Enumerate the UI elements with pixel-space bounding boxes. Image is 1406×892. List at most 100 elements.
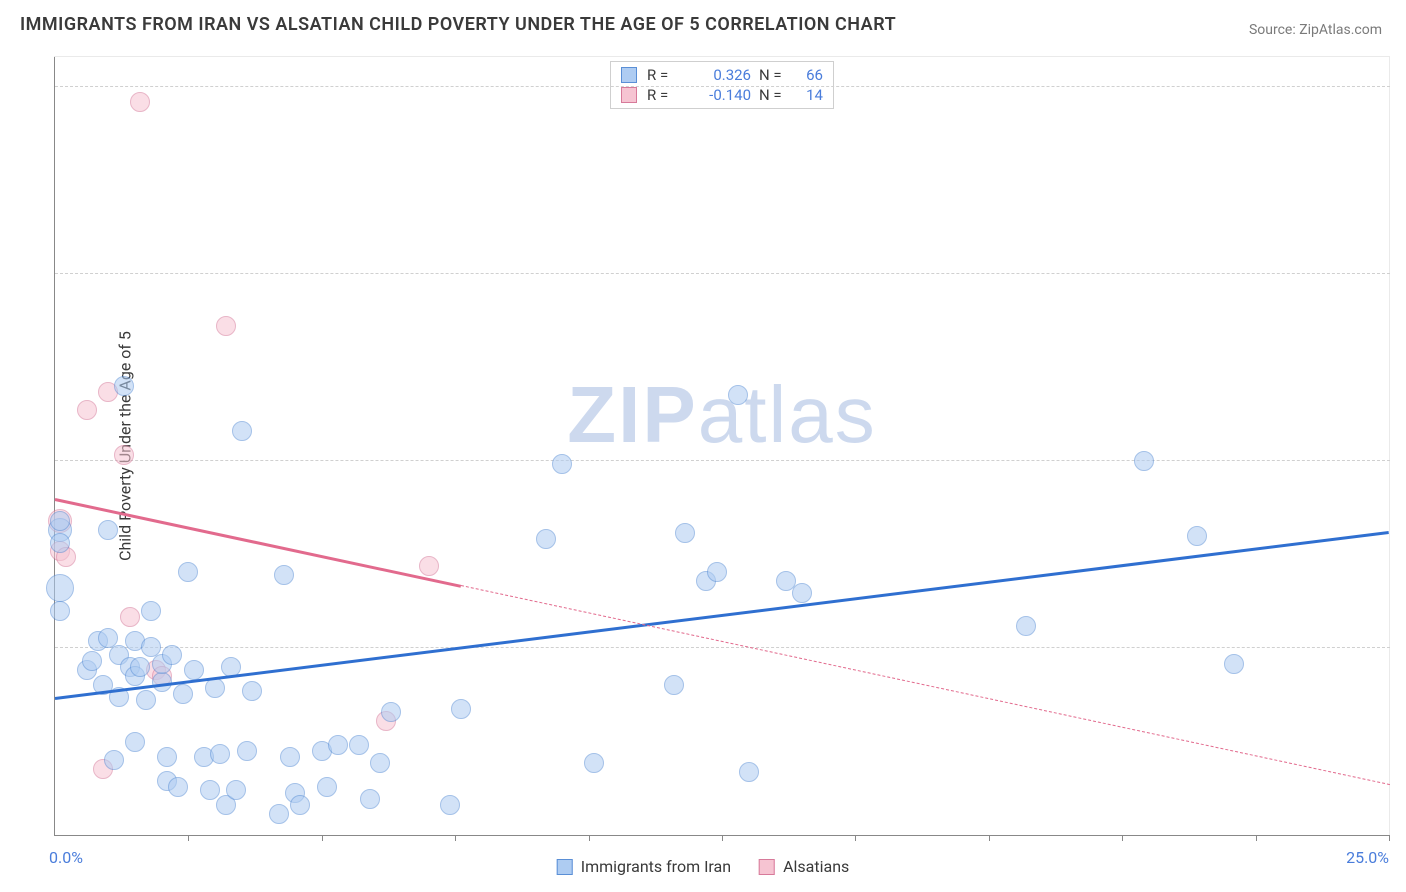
series1-point — [707, 562, 727, 582]
source-label: Source: — [1249, 22, 1296, 38]
series1-point — [162, 645, 182, 665]
legend-item-2: Alsatians — [759, 857, 849, 876]
source-name: ZipAtlas.com — [1299, 22, 1382, 38]
n-label-1: N = — [759, 66, 785, 84]
series1-point — [349, 735, 369, 755]
series1-point — [237, 741, 257, 761]
series1-point — [141, 601, 161, 621]
series2-point — [216, 316, 236, 336]
series1-point — [173, 684, 193, 704]
series1-point — [1224, 654, 1244, 674]
series2-trend-line — [55, 498, 461, 588]
series1-point — [210, 744, 230, 764]
series1-point — [157, 747, 177, 767]
x-tick — [188, 835, 189, 841]
series1-point — [274, 565, 294, 585]
gridline — [55, 86, 1390, 87]
x-axis-label-min: 0.0% — [49, 848, 83, 867]
series1-point — [269, 804, 289, 824]
series1-point — [232, 421, 252, 441]
series2-point — [130, 92, 150, 112]
watermark: ZIPatlas — [567, 369, 876, 461]
series1-point — [114, 376, 134, 396]
series1-point — [552, 454, 572, 474]
legend-item-1: Immigrants from Iran — [557, 857, 731, 876]
series1-point — [82, 651, 102, 671]
r-label-1: R = — [647, 66, 673, 84]
series1-point — [1187, 526, 1207, 546]
series2-point — [114, 445, 134, 465]
series2-point — [120, 607, 140, 627]
r-value-2: -0.140 — [681, 86, 751, 104]
r-value-1: 0.326 — [681, 66, 751, 84]
series1-point — [440, 795, 460, 815]
series1-point — [328, 735, 348, 755]
series1-legend-label: Immigrants from Iran — [581, 857, 731, 876]
series2-swatch — [621, 87, 637, 103]
x-tick — [989, 835, 990, 841]
n-value-1: 66 — [793, 66, 823, 84]
x-tick — [322, 835, 323, 841]
series1-point — [141, 637, 161, 657]
series1-point — [168, 777, 188, 797]
chart-title: IMMIGRANTS FROM IRAN VS ALSATIAN CHILD P… — [20, 14, 896, 35]
series2-point — [419, 556, 439, 576]
series1-point — [46, 574, 74, 602]
series1-point — [50, 533, 70, 553]
gridline — [55, 460, 1390, 461]
series2-point — [77, 400, 97, 420]
gridline — [55, 273, 1390, 274]
n-value-2: 14 — [793, 86, 823, 104]
watermark-light: atlas — [698, 370, 877, 459]
x-tick — [722, 835, 723, 841]
x-tick — [855, 835, 856, 841]
series1-point — [584, 753, 604, 773]
x-axis-label-max: 25.0% — [1346, 848, 1389, 867]
series1-point — [317, 777, 337, 797]
series1-point — [370, 753, 390, 773]
series1-point — [451, 699, 471, 719]
x-tick — [1122, 835, 1123, 841]
watermark-bold: ZIP — [567, 370, 697, 459]
series1-point — [125, 732, 145, 752]
series1-swatch — [621, 67, 637, 83]
series1-point — [664, 675, 684, 695]
series1-point — [50, 511, 70, 531]
series1-point — [290, 795, 310, 815]
series1-point — [50, 601, 70, 621]
x-tick — [455, 835, 456, 841]
series1-point — [200, 780, 220, 800]
gridline — [55, 647, 1390, 648]
series1-point — [381, 702, 401, 722]
series1-point — [728, 385, 748, 405]
series1-swatch-bottom — [557, 859, 573, 875]
chart-area: ZIPatlas R = 0.326 N = 66 R = -0.140 N =… — [54, 56, 1390, 836]
n-label-2: N = — [759, 86, 785, 104]
series1-point — [739, 762, 759, 782]
series1-point — [205, 678, 225, 698]
series1-point — [104, 750, 124, 770]
x-tick — [1256, 835, 1257, 841]
series1-point — [136, 690, 156, 710]
series1-point — [98, 628, 118, 648]
r-label-2: R = — [647, 86, 673, 104]
series1-point — [360, 789, 380, 809]
series1-point — [536, 529, 556, 549]
x-tick — [589, 835, 590, 841]
series1-point — [242, 681, 262, 701]
series1-point — [178, 562, 198, 582]
bottom-legend: Immigrants from Iran Alsatians — [557, 857, 850, 876]
series1-point — [1016, 616, 1036, 636]
series1-point — [1134, 451, 1154, 471]
series2-swatch-bottom — [759, 859, 775, 875]
series1-point — [675, 523, 695, 543]
series1-trend-line — [55, 531, 1389, 700]
source-attribution: Source: ZipAtlas.com — [1249, 22, 1382, 38]
series1-point — [280, 747, 300, 767]
series1-point — [98, 520, 118, 540]
series1-point — [184, 660, 204, 680]
series1-point — [130, 657, 150, 677]
x-tick — [1389, 835, 1390, 841]
series1-point — [226, 780, 246, 800]
series2-legend-label: Alsatians — [783, 857, 849, 876]
